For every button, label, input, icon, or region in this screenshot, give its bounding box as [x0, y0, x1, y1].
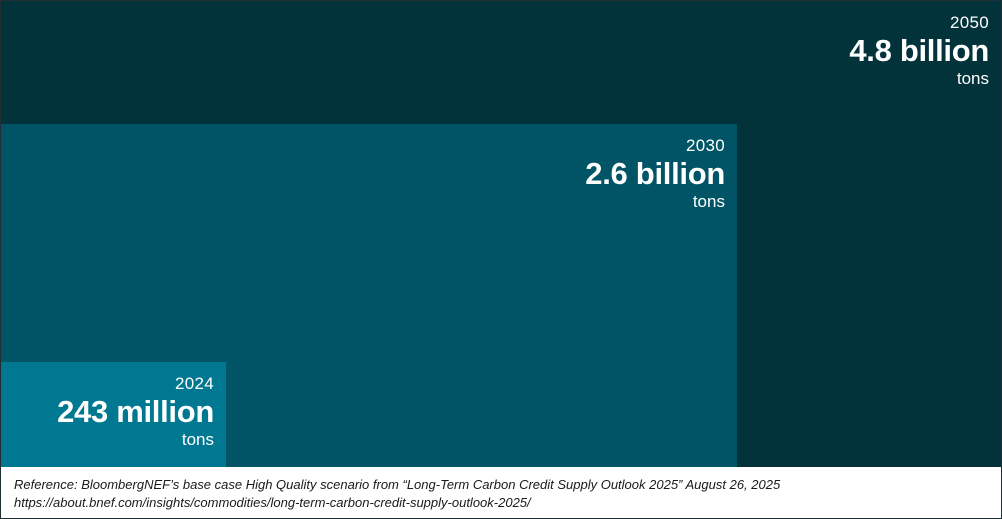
box-label-2050: 2050 4.8 billion tons — [849, 13, 989, 89]
unit-label: tons — [181, 430, 214, 450]
unit-label: tons — [692, 192, 725, 212]
value-label: 4.8 billion — [849, 33, 989, 68]
value-label: 2.6 billion — [585, 156, 725, 192]
reference-citation: Reference: BloombergNEF’s base case High… — [14, 477, 781, 492]
year-label: 2030 — [685, 136, 725, 156]
box-label-2030: 2030 2.6 billion tons — [585, 136, 725, 212]
year-label: 2024 — [174, 374, 214, 394]
unit-label: tons — [956, 69, 989, 88]
box-label-2024: 2024 243 million tons — [57, 374, 214, 450]
reference-note: Reference: BloombergNEF’s base case High… — [14, 476, 989, 512]
year-label: 2050 — [949, 13, 989, 32]
value-label: 243 million — [57, 394, 214, 430]
reference-url[interactable]: https://about.bnef.com/insights/commodit… — [14, 495, 531, 510]
area-box-2024: 2024 243 million tons — [1, 362, 226, 467]
nested-area-chart: 2050 4.8 billion tons 2030 2.6 billion tons 20… — [1, 1, 1001, 467]
